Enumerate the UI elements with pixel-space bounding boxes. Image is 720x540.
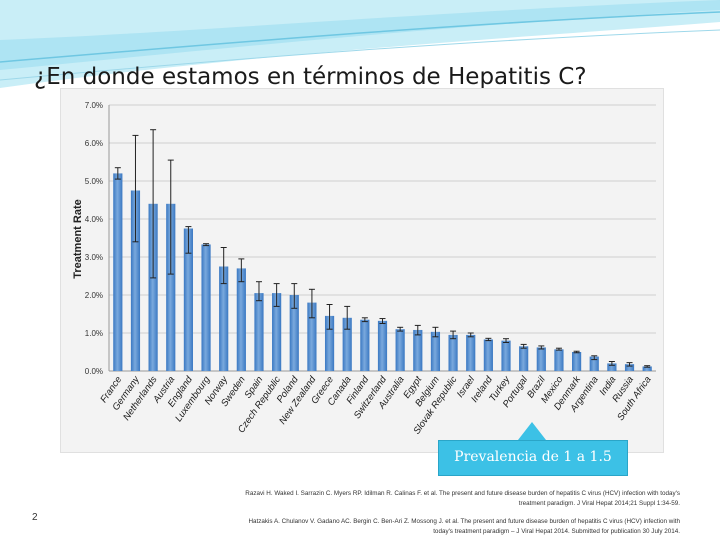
bar — [519, 346, 529, 371]
bar — [642, 366, 652, 371]
bar — [430, 331, 441, 371]
y-tick-label: 7.0% — [85, 101, 103, 110]
bar — [219, 266, 229, 371]
prevalence-callout: Prevalencia de 1 a 1.5 — [438, 440, 628, 476]
y-tick-label: 3.0% — [85, 253, 103, 262]
bar — [448, 334, 458, 371]
bar — [607, 363, 617, 371]
reference-2-line-2: today's treatment paradigm – J Viral Hep… — [433, 528, 680, 535]
bar — [148, 203, 158, 371]
bar — [483, 339, 493, 371]
bar — [183, 228, 193, 371]
chart-frame: 0.0% 1.0% 2.0% 3.0% 4.0% 5.0% 6.0% 7.0% France G… — [60, 88, 664, 453]
chart-error-bars — [114, 129, 651, 368]
bar — [272, 293, 282, 371]
bar — [236, 268, 246, 371]
bar — [395, 329, 405, 371]
bar — [166, 203, 176, 371]
bar — [536, 347, 546, 371]
x-axis-ticks: FranceGermanyNetherlandsAustriaEnglandLu… — [98, 373, 653, 436]
y-tick-label: 5.0% — [85, 177, 103, 186]
callout-text: Prevalencia de 1 a 1.5 — [454, 449, 612, 465]
y-tick-label: 4.0% — [85, 215, 103, 224]
bar — [501, 340, 511, 371]
bar — [307, 302, 317, 371]
header-swoosh — [0, 0, 720, 88]
bar — [113, 173, 123, 371]
treatment-rate-chart: 0.0% 1.0% 2.0% 3.0% 4.0% 5.0% 6.0% 7.0% FranceG… — [72, 101, 656, 437]
reference-2-line-1: Hatzakis A. Chulanov V. Gadano AC. Bergi… — [248, 518, 680, 525]
y-axis-ticks: 0.0% 1.0% 2.0% 3.0% 4.0% 5.0% 6.0% 7.0% — [85, 101, 103, 376]
y-tick-label: 0.0% — [85, 367, 103, 376]
y-tick-label: 2.0% — [85, 291, 103, 300]
slide-number: 2 — [32, 512, 38, 523]
bar — [554, 349, 564, 371]
reference-2: Hatzakis A. Chulanov V. Gadano AC. Bergi… — [120, 517, 680, 537]
bar — [572, 352, 582, 371]
bar — [589, 356, 599, 371]
slide-title: ¿En donde estamos en términos de Hepatit… — [34, 64, 587, 90]
bar — [360, 319, 370, 371]
reference-1-line-2: treatment paradigm. J Viral Hepat 2014;2… — [518, 500, 680, 507]
bar — [289, 295, 299, 371]
reference-1: Razavi H. Waked I. Sarrazin C. Myers RP.… — [120, 489, 680, 509]
bar — [466, 334, 476, 371]
bar — [413, 329, 423, 371]
callout-arrow — [518, 422, 546, 440]
bar — [342, 317, 352, 371]
bar — [201, 244, 211, 371]
y-tick-label: 6.0% — [85, 139, 103, 148]
bar — [377, 320, 388, 371]
bar — [130, 190, 141, 371]
bar — [624, 364, 635, 371]
y-axis-label: Treatment Rate — [72, 199, 84, 278]
reference-1-line-1: Razavi H. Waked I. Sarrazin C. Myers RP.… — [245, 490, 680, 497]
bar — [254, 293, 264, 371]
chart-bars — [113, 173, 652, 371]
y-tick-label: 1.0% — [85, 329, 103, 338]
bar — [324, 315, 335, 371]
